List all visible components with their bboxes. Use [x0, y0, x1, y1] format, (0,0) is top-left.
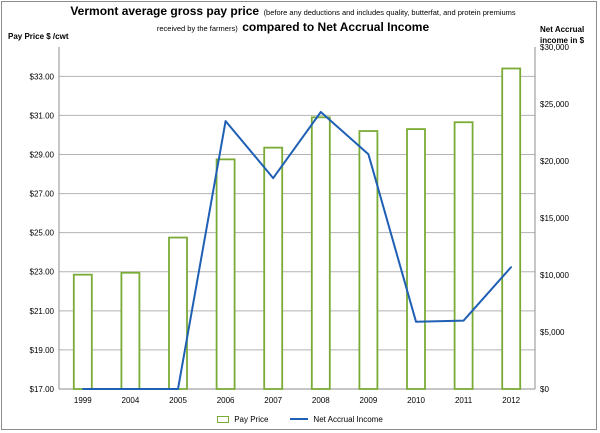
y-tick-label: $29.00 — [30, 150, 55, 159]
bar-pay-price — [501, 67, 522, 390]
y-tick-label: $23.00 — [30, 268, 55, 277]
chart-title-suffix: compared to Net Accrual Income — [242, 20, 430, 34]
point-net-accrual-income — [177, 388, 179, 390]
x-tick-label: 2008 — [312, 396, 330, 405]
y2-tick-label: $20,000 — [540, 157, 569, 166]
legend-item-pay-price: Pay Price — [217, 415, 268, 424]
point-net-accrual-income — [320, 111, 322, 113]
bar-pay-price — [215, 158, 236, 390]
bar-pay-price — [453, 121, 474, 390]
bar-pay-price — [310, 116, 331, 390]
y-tick-label: $21.00 — [30, 307, 55, 316]
y2-axis-title-line2: income in $ — [540, 36, 585, 45]
line-net-accrual-income — [82, 111, 512, 390]
chart-title-main: Vermont average gross pay price — [70, 4, 260, 18]
x-tick-label: 2005 — [169, 396, 187, 405]
x-tick-label: 1999 — [74, 396, 92, 405]
chart-title: Vermont average gross pay price (before … — [62, 4, 524, 36]
point-net-accrual-income — [462, 319, 465, 322]
legend-swatch-line — [290, 418, 309, 420]
y-tick-label: $17.00 — [30, 385, 55, 394]
point-net-accrual-income — [224, 120, 227, 122]
y2-tick-label: $5,000 — [540, 328, 565, 337]
bar-pay-price — [168, 236, 188, 390]
legend-item-net-accrual-income: Net Accrual Income — [290, 414, 383, 424]
point-net-accrual-income — [82, 388, 84, 390]
y2-axis-title: Net Accrual income in $ — [540, 24, 584, 46]
legend-label-net-accrual-income: Net Accrual Income — [313, 414, 383, 424]
point-net-accrual-income — [129, 388, 132, 390]
y-tick-label: $31.00 — [30, 111, 55, 120]
bar-pay-price — [263, 146, 284, 390]
y2-tick-label: $25,000 — [540, 100, 569, 109]
point-net-accrual-income — [367, 153, 370, 155]
chart-legend: Pay Price Net Accrual Income — [0, 412, 600, 426]
y-tick-label: $19.00 — [30, 346, 55, 355]
y-axis-title: Pay Price $ /cwt — [8, 32, 69, 41]
bar-pay-price — [358, 130, 379, 390]
point-net-accrual-income — [415, 320, 417, 323]
y2-tick-label: $10,000 — [540, 271, 569, 280]
x-tick-label: 2010 — [407, 396, 425, 405]
bar-pay-price — [120, 271, 141, 390]
y-tick-label: $27.00 — [30, 190, 55, 199]
y-tick-label: $33.00 — [30, 72, 55, 81]
y2-tick-label: $15,000 — [540, 214, 569, 223]
legend-swatch-bar — [217, 415, 230, 423]
x-tick-label: 2009 — [360, 396, 378, 405]
x-tick-label: 2011 — [455, 396, 473, 405]
bar-pay-price — [72, 273, 93, 390]
x-tick-label: 2006 — [217, 396, 235, 405]
chart-title-note: (before any deductions and includes qual… — [156, 8, 516, 33]
y2-axis-title-line1: Net Accrual — [540, 25, 585, 34]
point-net-accrual-income — [272, 177, 275, 179]
bar-pay-price — [406, 128, 426, 390]
x-tick-label: 2004 — [122, 396, 140, 405]
point-net-accrual-income — [510, 266, 512, 268]
y-tick-label: $25.00 — [30, 229, 55, 238]
x-tick-label: 2007 — [264, 396, 282, 405]
legend-label-pay-price: Pay Price — [234, 414, 269, 424]
y2-tick-label: $30,000 — [540, 43, 569, 52]
x-tick-label: 2012 — [502, 396, 520, 405]
y2-tick-label: $0 — [540, 385, 549, 394]
